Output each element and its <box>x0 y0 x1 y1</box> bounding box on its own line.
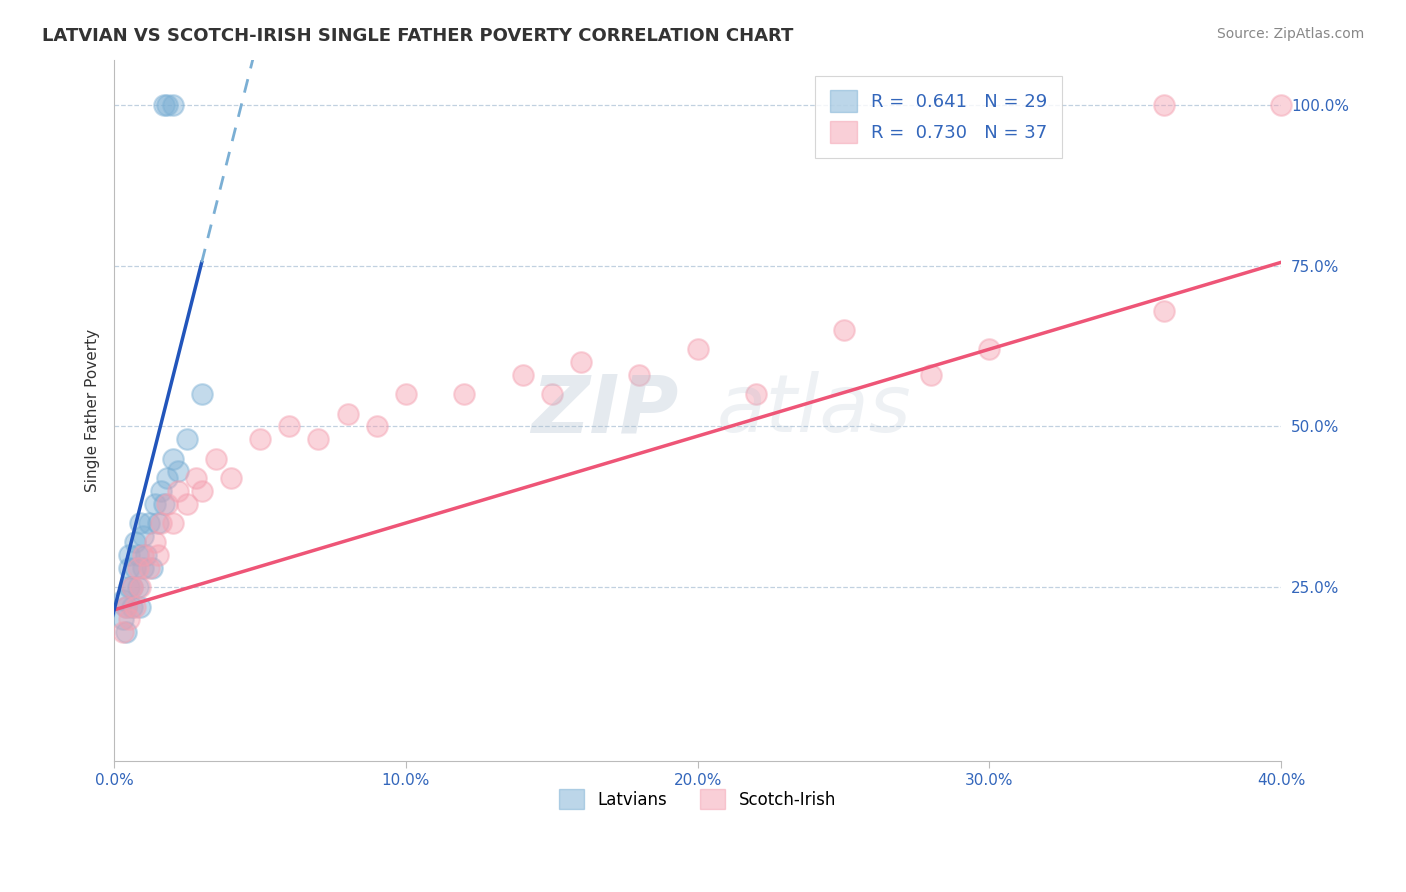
Point <box>628 368 651 382</box>
Point <box>395 387 418 401</box>
Legend: Latvians, Scotch-Irish: Latvians, Scotch-Irish <box>553 782 842 816</box>
Point <box>686 342 709 356</box>
Point <box>162 451 184 466</box>
Point <box>143 535 166 549</box>
Point <box>111 593 134 607</box>
Point <box>190 483 212 498</box>
Point <box>336 407 359 421</box>
Point <box>156 497 179 511</box>
Point <box>249 432 271 446</box>
Point <box>121 580 143 594</box>
Text: LATVIAN VS SCOTCH-IRISH SINGLE FATHER POVERTY CORRELATION CHART: LATVIAN VS SCOTCH-IRISH SINGLE FATHER PO… <box>42 27 793 45</box>
Point <box>366 419 388 434</box>
Point <box>278 419 301 434</box>
Point <box>129 580 152 594</box>
Text: atlas: atlas <box>717 371 911 450</box>
Point <box>124 561 146 575</box>
Point <box>219 471 242 485</box>
Point <box>138 561 160 575</box>
Point <box>124 599 146 614</box>
Point <box>176 432 198 446</box>
Point <box>124 535 146 549</box>
Point <box>121 599 143 614</box>
Point <box>149 483 172 498</box>
Point <box>132 561 155 575</box>
Point <box>1270 97 1292 112</box>
Point <box>118 548 141 562</box>
Point <box>138 516 160 530</box>
Point <box>156 471 179 485</box>
Point <box>152 497 174 511</box>
Y-axis label: Single Father Poverty: Single Father Poverty <box>86 329 100 491</box>
Point <box>184 471 207 485</box>
Point <box>132 529 155 543</box>
Point <box>156 97 179 112</box>
Point <box>453 387 475 401</box>
Point <box>176 497 198 511</box>
Point <box>152 97 174 112</box>
Point <box>832 323 855 337</box>
Point <box>141 561 163 575</box>
Point <box>129 516 152 530</box>
Point <box>146 548 169 562</box>
Point <box>1153 97 1175 112</box>
Point <box>190 387 212 401</box>
Point <box>143 497 166 511</box>
Point <box>569 355 592 369</box>
Point <box>167 483 190 498</box>
Point <box>121 580 143 594</box>
Point <box>129 599 152 614</box>
Point <box>115 599 138 614</box>
Point <box>146 516 169 530</box>
Point <box>127 580 149 594</box>
Point <box>162 97 184 112</box>
Point <box>149 516 172 530</box>
Point <box>512 368 534 382</box>
Point <box>135 548 157 562</box>
Point <box>979 342 1001 356</box>
Point <box>115 625 138 640</box>
Point <box>118 613 141 627</box>
Point <box>307 432 329 446</box>
Point <box>132 548 155 562</box>
Point <box>205 451 228 466</box>
Point <box>127 561 149 575</box>
Point <box>167 465 190 479</box>
Point <box>115 599 138 614</box>
Text: ZIP: ZIP <box>530 371 678 450</box>
Point <box>111 613 134 627</box>
Point <box>118 561 141 575</box>
Point <box>162 516 184 530</box>
Point <box>127 548 149 562</box>
Point <box>920 368 942 382</box>
Point <box>745 387 768 401</box>
Point <box>540 387 562 401</box>
Point <box>111 625 134 640</box>
Point <box>118 580 141 594</box>
Text: Source: ZipAtlas.com: Source: ZipAtlas.com <box>1216 27 1364 41</box>
Point <box>1153 303 1175 318</box>
